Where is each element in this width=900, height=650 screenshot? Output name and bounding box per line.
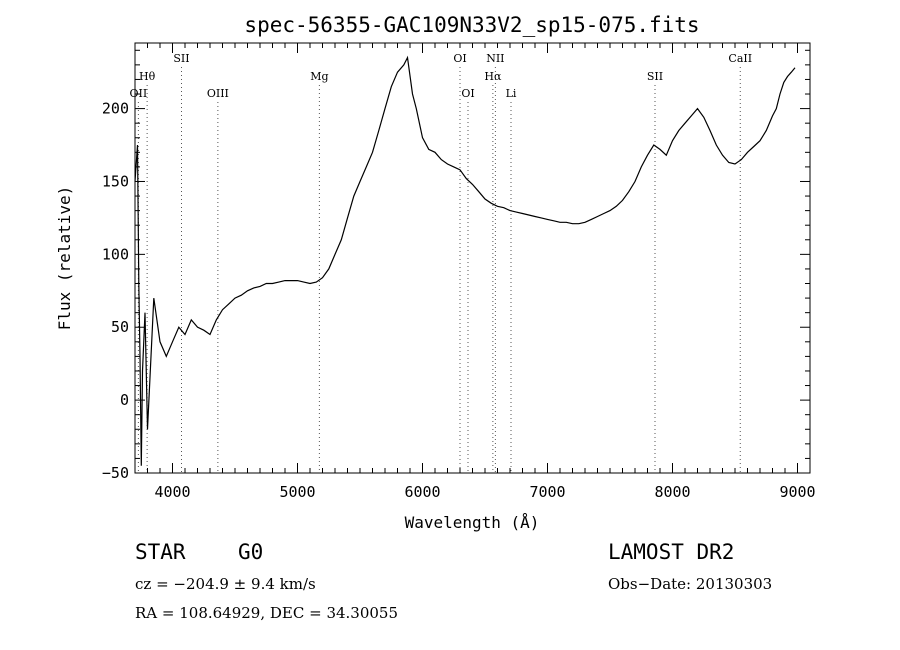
chart-title: spec-56355-GAC109N33V2_sp15-075.fits (244, 13, 699, 37)
spectral-line-markers (137, 67, 741, 473)
spectral-line-label: SII (647, 70, 663, 83)
flux-series-line (134, 55, 796, 466)
plot-frame (134, 42, 811, 474)
spectral-line-label: SII (173, 52, 189, 65)
x-tick-label: 7000 (529, 483, 565, 501)
spectral-line-label: OII (130, 87, 148, 100)
x-axis-label: Wavelength (Å) (405, 513, 540, 532)
y-tick-label: 50 (111, 318, 129, 336)
x-tick-label: 5000 (279, 483, 315, 501)
x-tick-label: 6000 (404, 483, 440, 501)
y-axis-label: Flux (relative) (55, 186, 74, 331)
spectral-line-label: CaII (728, 52, 752, 65)
coordinates-readout: RA = 108.64929, DEC = 34.30055 (135, 604, 399, 622)
y-tick-label: 100 (102, 245, 129, 263)
spectral-line-labels: OII Hθ SII OIII Mg OI OI Hα NII Li SII CaII (130, 52, 753, 100)
y-axis: −50 0 50 100 150 200 (102, 49, 810, 482)
x-tick-label: 4000 (154, 483, 190, 501)
object-type-label: STAR (135, 540, 186, 564)
spectral-line-label: OI (453, 52, 466, 65)
spectral-line-label: Li (506, 87, 517, 100)
x-tick-label: 8000 (654, 483, 690, 501)
survey-label: LAMOST DR2 (608, 540, 735, 564)
y-tick-label: −50 (102, 464, 129, 482)
subclass-label: G0 (238, 540, 264, 564)
x-tick-label: 9000 (779, 483, 815, 501)
spectral-line-label: NII (486, 52, 504, 65)
y-tick-label: 200 (102, 100, 129, 118)
spectral-line-label: OIII (207, 87, 229, 100)
spectrum-chart: spec-56355-GAC109N33V2_sp15-075.fits OII… (55, 13, 816, 532)
spectral-line-label: Mg (310, 70, 328, 83)
obs-date-readout: Obs−Date: 20130303 (608, 575, 773, 593)
y-tick-label: 0 (120, 391, 129, 409)
x-axis: 4000 5000 6000 7000 8000 9000 (134, 43, 816, 501)
spectral-line-label: Hα (484, 70, 502, 83)
spectral-line-label: OI (461, 87, 474, 100)
spectral-line-label: Hθ (139, 70, 156, 83)
y-tick-label: 150 (102, 172, 129, 190)
redshift-readout: cz = −204.9 ± 9.4 km/s (135, 575, 316, 593)
